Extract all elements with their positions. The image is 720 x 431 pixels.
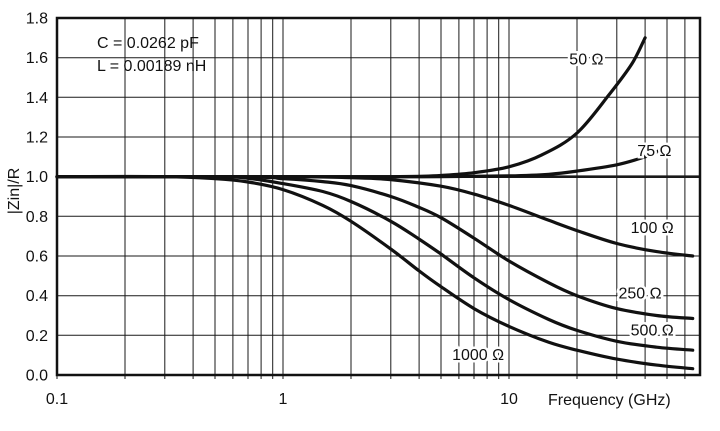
curve-100Ω: [55, 175, 695, 258]
curve-label: 50 Ω: [569, 52, 603, 69]
y-tick-label: 0.2: [26, 328, 48, 345]
capacitance-value: C = 0.0262 pF: [97, 35, 199, 52]
axis-tick-labels: 0.1 1 10 0.0 0.2 0.4 0.6 0.8 1.0 1.2 1.4 1.6 1.8: [26, 11, 518, 409]
curve-250Ω: [55, 175, 695, 321]
x-tick-label: 0.1: [46, 391, 68, 408]
y-tick-label: 1.4: [26, 90, 48, 107]
inductance-value: L = 0.00189 nH: [97, 58, 207, 75]
y-tick-label: 1.6: [26, 50, 48, 67]
plot-frame: [55, 16, 702, 377]
y-tick-label: 0.0: [26, 368, 48, 385]
y-tick-label: 0.8: [26, 209, 48, 226]
curve-label: 100 Ω: [631, 220, 674, 237]
curve-label: 75 Ω: [637, 143, 671, 160]
curve-500Ω: [55, 174, 695, 352]
curve-labels: 50 Ω 75 Ω 100 Ω 250 Ω 500 Ω 1000 Ω: [450, 49, 677, 367]
curve-label: 250 Ω: [618, 286, 661, 303]
y-tick-label: 0.4: [26, 288, 48, 305]
curve-label: 1000 Ω: [452, 347, 504, 364]
x-tick-label: 10: [500, 391, 518, 408]
component-values-annotation: C = 0.0262 pF L = 0.00189 nH: [97, 32, 206, 78]
y-tick-label: 1.8: [26, 11, 48, 28]
curves: [55, 36, 695, 371]
y-tick-label: 1.2: [26, 130, 48, 147]
curve-75Ω: [55, 149, 661, 179]
x-tick-label: 1: [279, 391, 288, 408]
y-tick-label: 0.6: [26, 249, 48, 266]
y-tick-label: 1.0: [26, 169, 48, 186]
x-axis-title: Frequency (GHz): [548, 392, 671, 409]
y-axis-title: |Zin|/R: [6, 167, 23, 215]
curve-1000Ω: [55, 174, 695, 371]
curve-label: 500 Ω: [631, 322, 674, 339]
